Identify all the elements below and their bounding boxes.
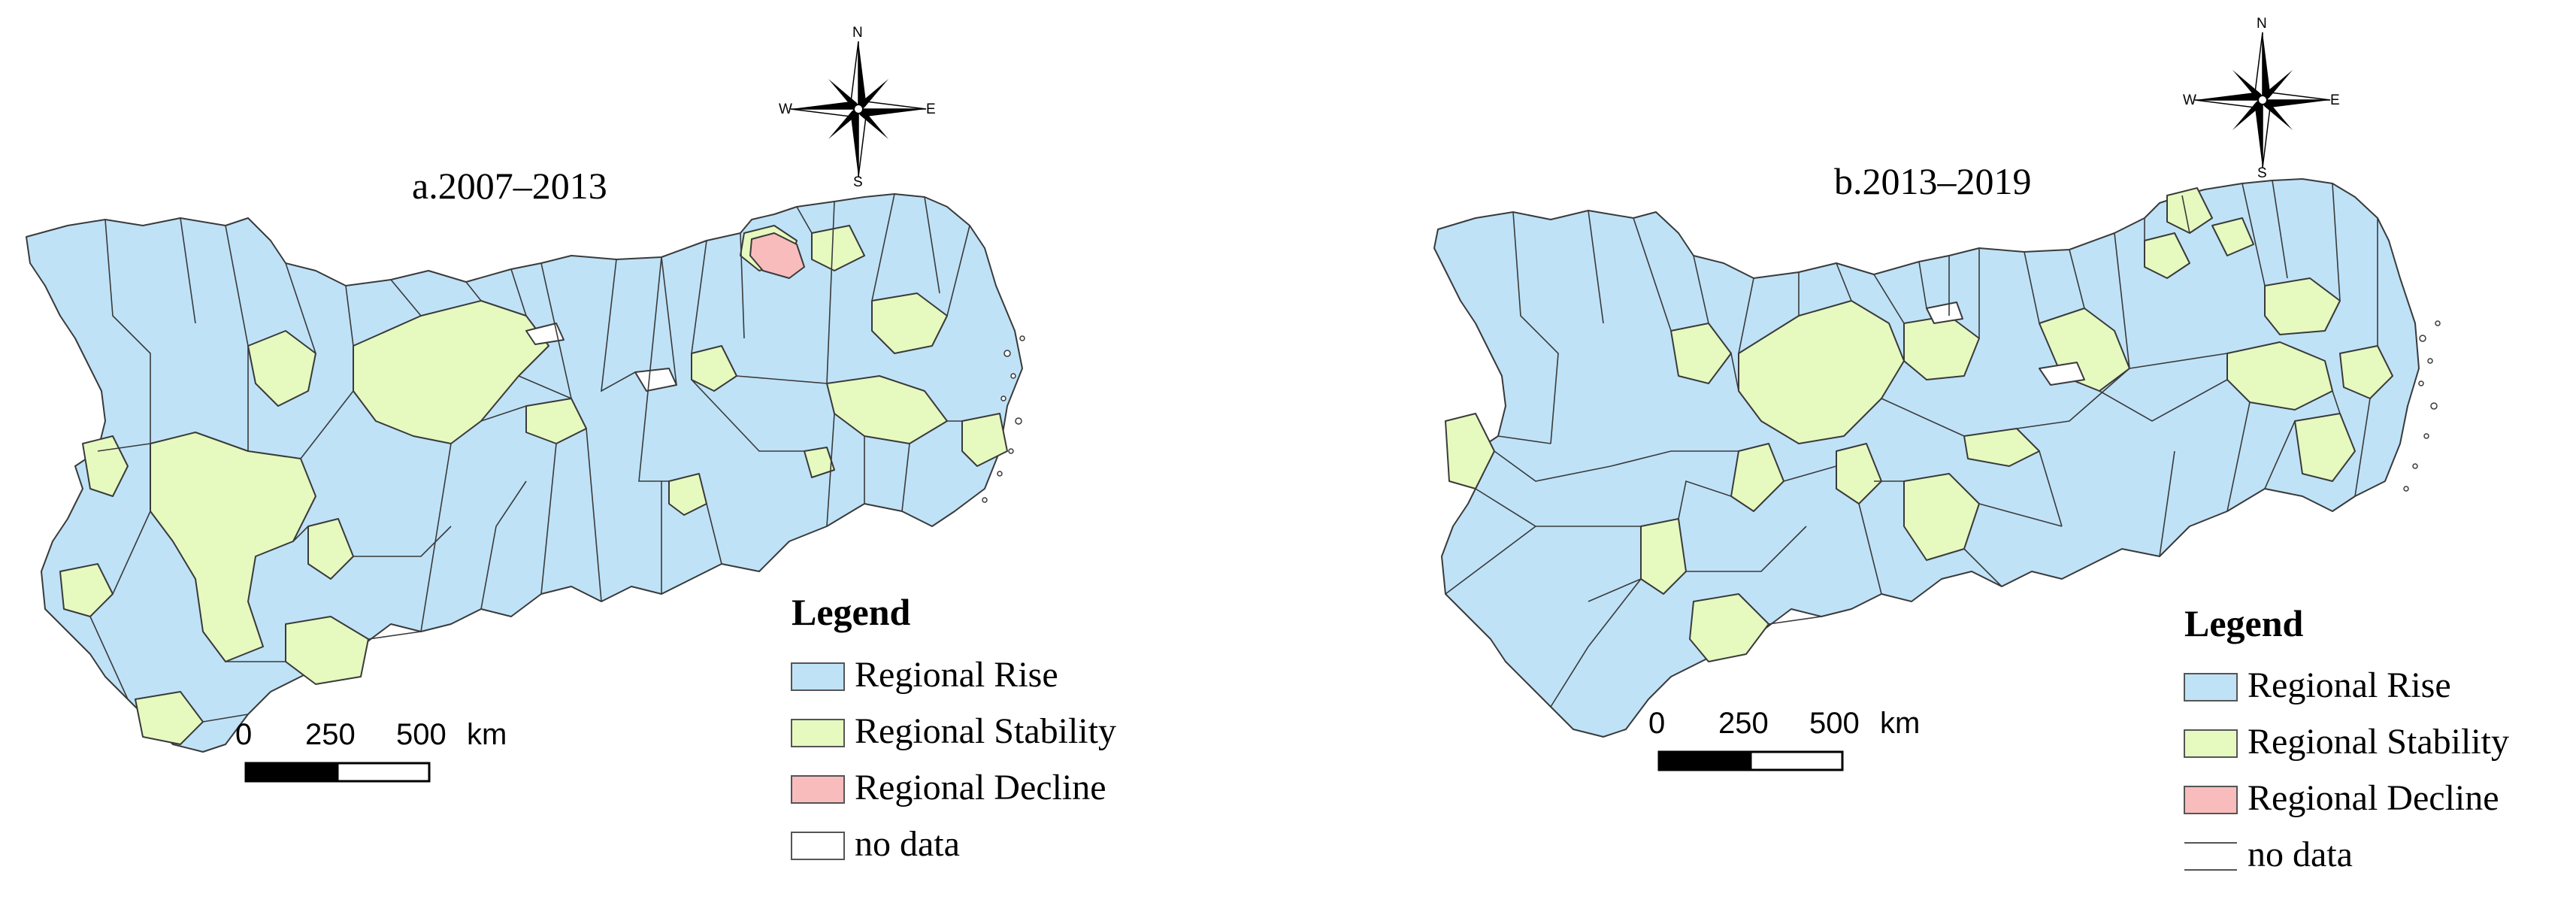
legend-label-no-data: no data xyxy=(2248,835,2353,874)
internal-boundaries xyxy=(89,193,970,723)
legend-swatch-no-data xyxy=(791,832,845,860)
stability-zone-4 xyxy=(82,435,129,497)
compass-label-w: W xyxy=(779,102,792,117)
stability-zone-15 xyxy=(961,413,1008,467)
scale-tick-500: 500 xyxy=(1809,707,1860,740)
stability-zone-6 xyxy=(307,518,354,580)
legend-label-rise: Regional Rise xyxy=(855,655,1058,695)
internal-boundaries xyxy=(1445,180,2378,708)
stability-zone-16 xyxy=(2226,341,2333,411)
scale-unit: km xyxy=(1880,707,1921,740)
legend-swatch-decline xyxy=(791,775,845,804)
stability-zone-3 xyxy=(150,432,316,662)
map-a-svg xyxy=(26,41,1025,860)
legend-swatch-decline xyxy=(2184,786,2238,814)
legend-swatch-stability xyxy=(791,719,845,747)
compass-label-s: S xyxy=(2257,165,2267,181)
stability-zone-9 xyxy=(1445,413,1495,489)
legend-swatch-rise xyxy=(791,662,845,691)
stability-zone-17 xyxy=(2339,345,2393,399)
legend-label-decline: Regional Decline xyxy=(2248,778,2499,818)
stability-zone-1 xyxy=(1670,323,1732,384)
north-arrow-compass-icon xyxy=(2194,32,2331,168)
stability-zone-5 xyxy=(59,563,114,617)
map-title: b.2013–2019 xyxy=(1834,160,2032,202)
scale-bar xyxy=(1657,750,1844,771)
no-data-zone-1 xyxy=(2039,362,2085,386)
stability-zone-12 xyxy=(811,225,865,271)
stability-zone-10 xyxy=(691,345,737,392)
scale-tick-0: 0 xyxy=(235,718,253,751)
scale-tick-250: 250 xyxy=(1718,707,1769,740)
legend-swatch-rise xyxy=(2184,673,2238,701)
compass-label-s: S xyxy=(853,174,863,190)
scale-unit: km xyxy=(467,718,507,751)
legend-label-rise: Regional Rise xyxy=(2248,665,2451,705)
yangtze-basin-region xyxy=(1433,178,2420,738)
compass-label-n: N xyxy=(852,25,863,41)
legend-title: Legend xyxy=(2184,602,2304,644)
north-arrow-compass-icon xyxy=(790,41,927,177)
stability-zone-5 xyxy=(1963,428,2040,467)
scale-bar xyxy=(244,762,431,783)
stability-zone-18 xyxy=(2294,413,2356,482)
stability-zone-8 xyxy=(135,691,204,745)
compass-label-w: W xyxy=(2183,92,2196,108)
legend-label-decline: Regional Decline xyxy=(855,768,1106,808)
legend-swatch-stability xyxy=(2184,729,2238,758)
no-data-zone-1 xyxy=(634,368,677,392)
stability-zone-2 xyxy=(353,300,549,444)
scale-tick-0: 0 xyxy=(1648,707,1666,740)
stability-zone-10 xyxy=(1640,518,1687,595)
legend-swatch-no-data xyxy=(2184,842,2237,871)
compass-label-e: E xyxy=(2330,92,2340,108)
legend-label-stability: Regional Stability xyxy=(855,711,1116,751)
stability-zone-16 xyxy=(668,473,707,516)
compass-label-n: N xyxy=(2257,16,2267,32)
stability-zone-9 xyxy=(525,398,587,444)
coastal-islands xyxy=(2403,320,2441,492)
map-panel-b: N S E W b.2013–2019 0 250 500 km Legend … xyxy=(1288,0,2576,902)
stability-zone-8 xyxy=(1730,443,1784,512)
map-title: a.2007–2013 xyxy=(412,165,607,207)
scale-tick-500: 500 xyxy=(396,718,446,751)
legend-title: Legend xyxy=(792,591,911,633)
stability-zone-15 xyxy=(2264,277,2341,335)
decline-zone xyxy=(749,232,805,279)
legend-label-stability: Regional Stability xyxy=(2248,722,2509,762)
no-data-zone-2 xyxy=(525,323,565,345)
stability-zone-14 xyxy=(2211,217,2254,256)
stability-zone-17 xyxy=(804,447,835,478)
stability-zone-1 xyxy=(247,330,316,407)
no-data-zone-2 xyxy=(1926,301,1963,324)
stability-zone-13 xyxy=(2144,232,2190,279)
coastal-islands xyxy=(982,335,1025,503)
map-b-svg xyxy=(1433,32,2441,871)
stability-zone-7 xyxy=(1836,443,1882,505)
legend-label-no-data: no data xyxy=(855,824,960,864)
stability-zone-11 xyxy=(1689,593,1769,662)
stability-zone-13 xyxy=(871,292,948,354)
map-panel-a: N S E W a.2007–2013 0 250 500 km Legend … xyxy=(0,0,1288,902)
compass-label-e: E xyxy=(926,102,936,117)
stability-zone-12 xyxy=(2166,187,2213,234)
stability-zone-14 xyxy=(826,375,948,444)
scale-tick-250: 250 xyxy=(305,718,356,751)
